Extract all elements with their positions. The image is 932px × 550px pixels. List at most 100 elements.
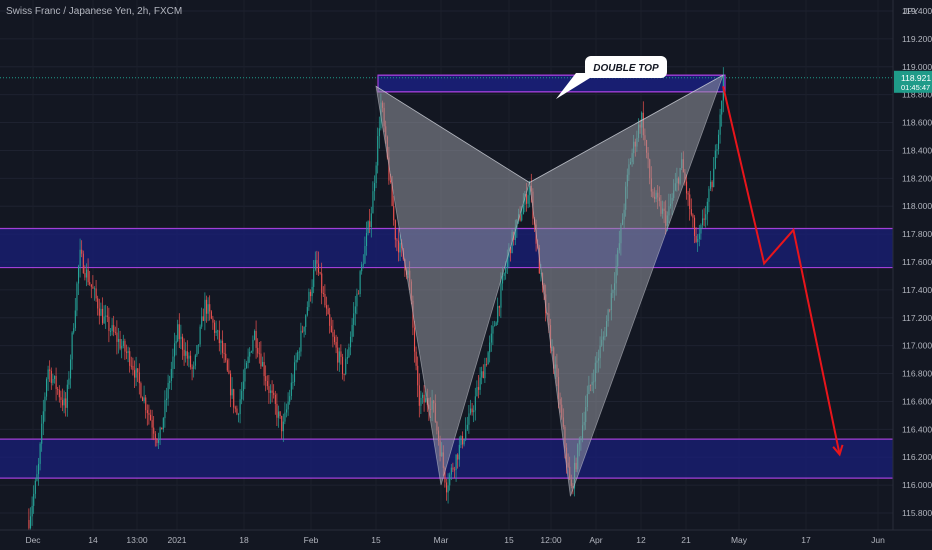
candle-body [81, 249, 83, 254]
candle-body [137, 368, 139, 373]
candle-body [364, 246, 366, 264]
candle-body [309, 291, 312, 297]
x-tick-label: 15 [504, 535, 514, 545]
candle-body [31, 505, 33, 517]
candle-body [119, 338, 121, 349]
candle-body [108, 316, 110, 332]
candle-body [500, 283, 502, 308]
candle-body [306, 307, 308, 316]
candle-body [189, 355, 192, 368]
candle-body [396, 239, 398, 241]
pattern-upper-line [375, 74, 724, 183]
candle-body [68, 378, 70, 385]
candle-body [127, 351, 129, 353]
candle-body [76, 283, 78, 311]
candle-body [237, 414, 240, 415]
candle-body [261, 362, 264, 367]
y-tick-label: 118.000 [902, 201, 932, 211]
candle-body [300, 330, 302, 352]
candle-body [354, 306, 356, 314]
y-tick-label: 116.000 [902, 480, 932, 490]
x-tick-label: 2021 [168, 535, 187, 545]
candle-body [525, 194, 528, 204]
candle-body [361, 264, 363, 272]
candle-body [708, 188, 710, 202]
candle-body [698, 233, 700, 239]
x-tick-label: 17 [801, 535, 811, 545]
candle-body [316, 260, 318, 264]
candle-body [709, 181, 712, 189]
candle-body [465, 429, 467, 440]
candle-body [156, 438, 158, 443]
candle-body [322, 292, 324, 295]
candle-body [353, 313, 355, 325]
candle-body [284, 412, 286, 422]
x-tick-label: Dec [25, 535, 41, 545]
candle-body [458, 444, 460, 460]
candle-body [148, 413, 150, 415]
y-tick-label: 117.800 [902, 229, 932, 239]
candle-body [333, 336, 336, 342]
candle-body [93, 288, 96, 290]
x-tick-label: May [731, 535, 748, 545]
candle-body [297, 352, 299, 360]
candle-body [319, 272, 321, 274]
y-tick-label: 118.800 [902, 90, 932, 100]
candle-body [690, 209, 692, 215]
candle-body [397, 240, 400, 253]
candle-body [311, 286, 313, 297]
candle-body [503, 273, 505, 276]
candle-body [228, 370, 230, 374]
candle-body [125, 351, 128, 353]
callout-pointer [556, 73, 598, 99]
candle-body [84, 273, 86, 278]
candle-body [301, 330, 304, 332]
candle-body [692, 214, 694, 218]
candle-body [452, 467, 454, 470]
candle-body [236, 408, 238, 415]
candle-body [197, 344, 200, 346]
candle-body [279, 411, 281, 416]
candle-body [372, 191, 374, 214]
callout-text: DOUBLE TOP [593, 63, 659, 74]
candle-body [79, 249, 81, 267]
candle-body [103, 316, 105, 324]
candle-body [164, 400, 166, 419]
candle-body [167, 382, 169, 399]
candle-body [305, 315, 307, 327]
candle-body [521, 214, 523, 221]
candle-body [276, 403, 278, 418]
candle-body [39, 443, 41, 464]
candle-body [132, 365, 134, 371]
candle-body [394, 220, 396, 240]
y-tick-label: 119.400 [902, 6, 932, 16]
candle-body [506, 257, 508, 268]
candle-body [45, 379, 48, 397]
candle-body [209, 304, 211, 312]
candle-body [63, 398, 65, 406]
candle-body [249, 352, 251, 357]
candle-body [210, 311, 212, 319]
projection-path [722, 86, 841, 455]
candle-body [349, 336, 352, 348]
candle-body [212, 318, 214, 323]
projection [722, 86, 844, 457]
currency-label: JPY [903, 6, 919, 16]
candle-body [455, 454, 457, 471]
candle-body [714, 150, 716, 169]
candle-body [393, 206, 395, 221]
candle-body [124, 340, 126, 352]
candle-body [52, 378, 54, 383]
candle-body [65, 398, 67, 408]
candle-body [89, 282, 91, 285]
candle-body [47, 369, 49, 380]
candle-body [77, 266, 80, 284]
candle-body [180, 336, 182, 340]
candle-body [207, 304, 209, 314]
candle-body [100, 308, 102, 316]
candle-body [185, 351, 187, 356]
candle-body [337, 347, 339, 363]
